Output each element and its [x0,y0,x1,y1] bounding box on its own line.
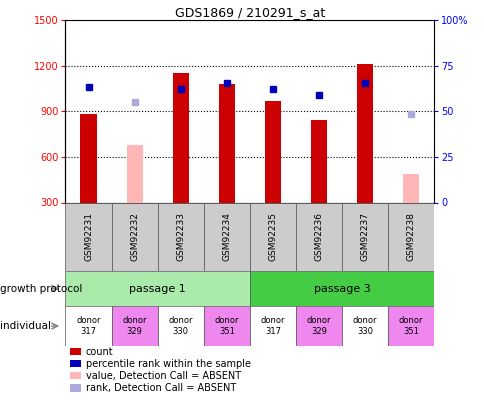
Bar [402,174,418,202]
Text: GSM92235: GSM92235 [268,213,277,261]
Text: donor
351: donor 351 [398,316,423,336]
Text: donor
330: donor 330 [168,316,193,336]
Text: percentile rank within the sample: percentile rank within the sample [86,359,250,369]
Text: growth protocol: growth protocol [0,284,83,294]
Text: count: count [86,347,113,356]
Bar [310,121,326,202]
Text: GSM92231: GSM92231 [84,213,93,261]
Bar [65,202,111,271]
Text: donor
317: donor 317 [260,316,285,336]
Text: GSM92236: GSM92236 [314,213,323,261]
Text: GSM92233: GSM92233 [176,213,185,261]
Bar [65,306,111,346]
Text: passage 3: passage 3 [313,284,370,294]
Bar [295,306,341,346]
Bar [387,202,433,271]
Text: rank, Detection Call = ABSENT: rank, Detection Call = ABSENT [86,383,236,393]
Bar [249,306,295,346]
Bar [295,202,341,271]
Bar [264,101,280,202]
Text: donor
351: donor 351 [214,316,239,336]
Bar [249,271,433,306]
Bar [157,202,203,271]
Bar [218,84,234,202]
Text: GSM92234: GSM92234 [222,213,231,261]
Bar [203,202,249,271]
Text: donor
317: donor 317 [76,316,101,336]
Text: GSM92238: GSM92238 [406,213,415,261]
Text: passage 1: passage 1 [129,284,186,294]
Title: GDS1869 / 210291_s_at: GDS1869 / 210291_s_at [174,6,324,19]
Bar [387,306,433,346]
Bar [203,306,249,346]
Text: donor
329: donor 329 [306,316,331,336]
Bar [65,271,249,306]
Text: donor
329: donor 329 [122,316,147,336]
Bar [172,73,188,202]
Bar [80,115,96,202]
Bar [111,202,157,271]
Bar [249,202,295,271]
Text: donor
330: donor 330 [352,316,377,336]
Bar [356,64,372,202]
Bar [341,202,387,271]
Bar [111,306,157,346]
Bar [341,306,387,346]
Bar [126,145,142,202]
Text: individual: individual [0,321,51,331]
Text: value, Detection Call = ABSENT: value, Detection Call = ABSENT [86,371,241,381]
Text: GSM92232: GSM92232 [130,213,139,261]
Text: GSM92237: GSM92237 [360,213,369,261]
Bar [157,306,203,346]
